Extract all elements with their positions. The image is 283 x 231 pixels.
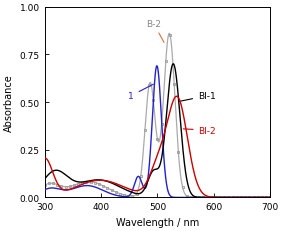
Y-axis label: Absorbance: Absorbance [4, 74, 14, 131]
Text: BI-1: BI-1 [179, 92, 216, 102]
Text: 1: 1 [128, 85, 153, 101]
Text: BI-2: BI-2 [183, 126, 216, 135]
Text: B-2: B-2 [146, 20, 164, 43]
X-axis label: Wavelength / nm: Wavelength / nm [116, 217, 199, 227]
